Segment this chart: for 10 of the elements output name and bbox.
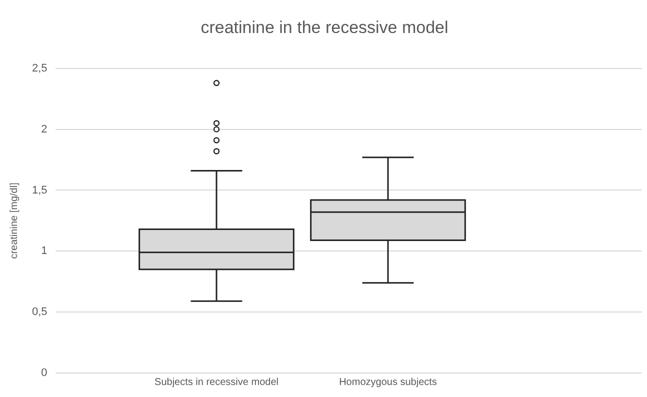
y-axis-title: creatinine [mg/dl] — [8, 182, 20, 259]
x-tick-label: Homozygous subjects — [339, 376, 437, 388]
y-tick-label: 2,5 — [32, 62, 48, 74]
y-tick-label: 0 — [41, 367, 48, 380]
y-tick-label: 0,5 — [32, 306, 48, 318]
x-tick-label: Subjects in recessive model — [154, 376, 278, 388]
y-tick-label: 1 — [41, 245, 48, 258]
chart-title: creatinine in the recessive model — [200, 18, 448, 37]
y-tick-label: 2 — [41, 123, 48, 136]
y-tick-label: 1,5 — [32, 184, 48, 196]
